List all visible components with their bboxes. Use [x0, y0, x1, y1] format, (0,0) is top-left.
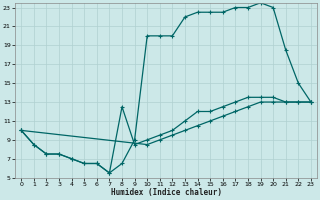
X-axis label: Humidex (Indice chaleur): Humidex (Indice chaleur): [111, 188, 221, 197]
